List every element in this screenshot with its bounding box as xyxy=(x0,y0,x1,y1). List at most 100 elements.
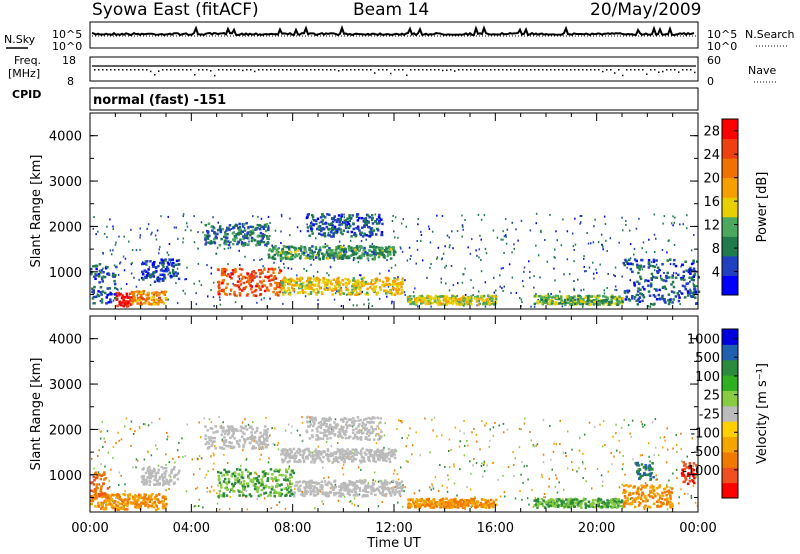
nave-point xyxy=(666,69,668,71)
data-pixel xyxy=(226,488,229,491)
data-pixel xyxy=(349,254,353,257)
scatter-pixel xyxy=(452,247,454,250)
scatter-pixel xyxy=(502,230,504,233)
scatter-pixel xyxy=(219,303,222,306)
scatter-pixel xyxy=(229,495,231,498)
scatter-pixel xyxy=(577,278,579,281)
nave-point xyxy=(558,69,560,71)
scatter-pixel xyxy=(615,432,617,435)
data-pixel xyxy=(98,473,101,476)
data-pixel xyxy=(231,485,235,489)
data-pixel xyxy=(248,274,251,278)
data-pixel xyxy=(309,285,312,288)
data-pixel xyxy=(473,297,477,300)
nave-point xyxy=(386,69,388,71)
data-pixel xyxy=(326,288,330,291)
scatter-pixel xyxy=(135,458,138,461)
data-pixel xyxy=(282,252,285,255)
data-pixel xyxy=(315,254,318,258)
data-pixel xyxy=(389,283,392,286)
data-pixel xyxy=(103,275,107,279)
scatter-pixel xyxy=(182,241,184,244)
scatter-pixel xyxy=(464,219,466,221)
scatter-pixel xyxy=(683,492,686,495)
data-pixel xyxy=(366,252,369,255)
data-pixel xyxy=(374,285,377,288)
scatter-pixel xyxy=(462,273,464,276)
data-pixel xyxy=(352,251,355,254)
data-pixel xyxy=(635,299,638,303)
data-pixel xyxy=(137,292,141,296)
scatter-pixel xyxy=(522,481,524,484)
data-pixel xyxy=(687,270,691,274)
data-pixel xyxy=(380,247,384,251)
scatter-pixel xyxy=(602,248,604,251)
data-pixel xyxy=(210,439,213,443)
data-pixel xyxy=(482,302,485,306)
scatter-pixel xyxy=(573,289,575,292)
scatter-pixel xyxy=(397,276,399,279)
scatter-pixel xyxy=(102,446,104,448)
scatter-pixel xyxy=(535,212,538,215)
data-pixel xyxy=(207,222,211,225)
data-pixel xyxy=(355,227,358,230)
data-pixel xyxy=(406,297,410,301)
data-pixel xyxy=(477,299,480,303)
data-pixel xyxy=(236,429,239,433)
data-pixel xyxy=(245,236,249,240)
data-pixel xyxy=(93,275,96,278)
data-pixel xyxy=(233,224,237,228)
scatter-pixel xyxy=(521,301,523,304)
data-pixel xyxy=(215,430,218,434)
scatter-pixel xyxy=(168,243,171,245)
data-pixel xyxy=(393,280,397,283)
scatter-pixel xyxy=(394,264,397,267)
scatter-pixel xyxy=(308,483,310,486)
data-pixel xyxy=(279,254,283,258)
data-pixel xyxy=(379,492,382,495)
scatter-pixel xyxy=(390,480,393,483)
data-pixel xyxy=(123,295,127,299)
scatter-pixel xyxy=(192,473,195,476)
data-pixel xyxy=(142,474,145,478)
data-pixel xyxy=(396,284,399,288)
data-pixel xyxy=(253,239,257,242)
data-pixel xyxy=(401,277,404,280)
scatter-pixel xyxy=(599,423,601,426)
scatter-pixel xyxy=(134,430,136,433)
data-pixel xyxy=(346,217,349,220)
data-pixel xyxy=(631,263,634,266)
scatter-pixel xyxy=(515,228,517,231)
scatter-pixel xyxy=(680,448,682,451)
data-pixel xyxy=(162,265,165,269)
data-pixel xyxy=(342,250,346,253)
data-pixel xyxy=(328,254,331,257)
data-pixel xyxy=(136,506,139,509)
data-pixel xyxy=(252,445,255,448)
data-pixel xyxy=(113,279,116,283)
data-pixel xyxy=(263,474,267,477)
scatter-pixel xyxy=(437,490,440,492)
scatter-pixel xyxy=(357,504,359,507)
scatter-pixel xyxy=(431,418,433,421)
scatter-pixel xyxy=(530,439,532,442)
scatter-pixel xyxy=(641,494,643,497)
scatter-pixel xyxy=(470,472,472,475)
scatter-pixel xyxy=(138,278,140,281)
nave-point xyxy=(166,69,168,71)
data-pixel xyxy=(169,274,172,278)
data-pixel xyxy=(542,301,545,304)
scatter-pixel xyxy=(450,448,452,451)
data-pixel xyxy=(589,303,592,306)
data-pixel xyxy=(147,504,151,507)
data-pixel xyxy=(274,476,277,480)
data-pixel xyxy=(232,473,236,476)
data-pixel xyxy=(692,267,696,270)
data-pixel xyxy=(660,296,664,299)
scatter-pixel xyxy=(401,420,403,422)
scatter-pixel xyxy=(99,437,102,440)
scatter-pixel xyxy=(549,213,551,216)
data-pixel xyxy=(223,231,227,234)
scatter-pixel xyxy=(407,434,410,437)
scatter-pixel xyxy=(133,276,135,279)
